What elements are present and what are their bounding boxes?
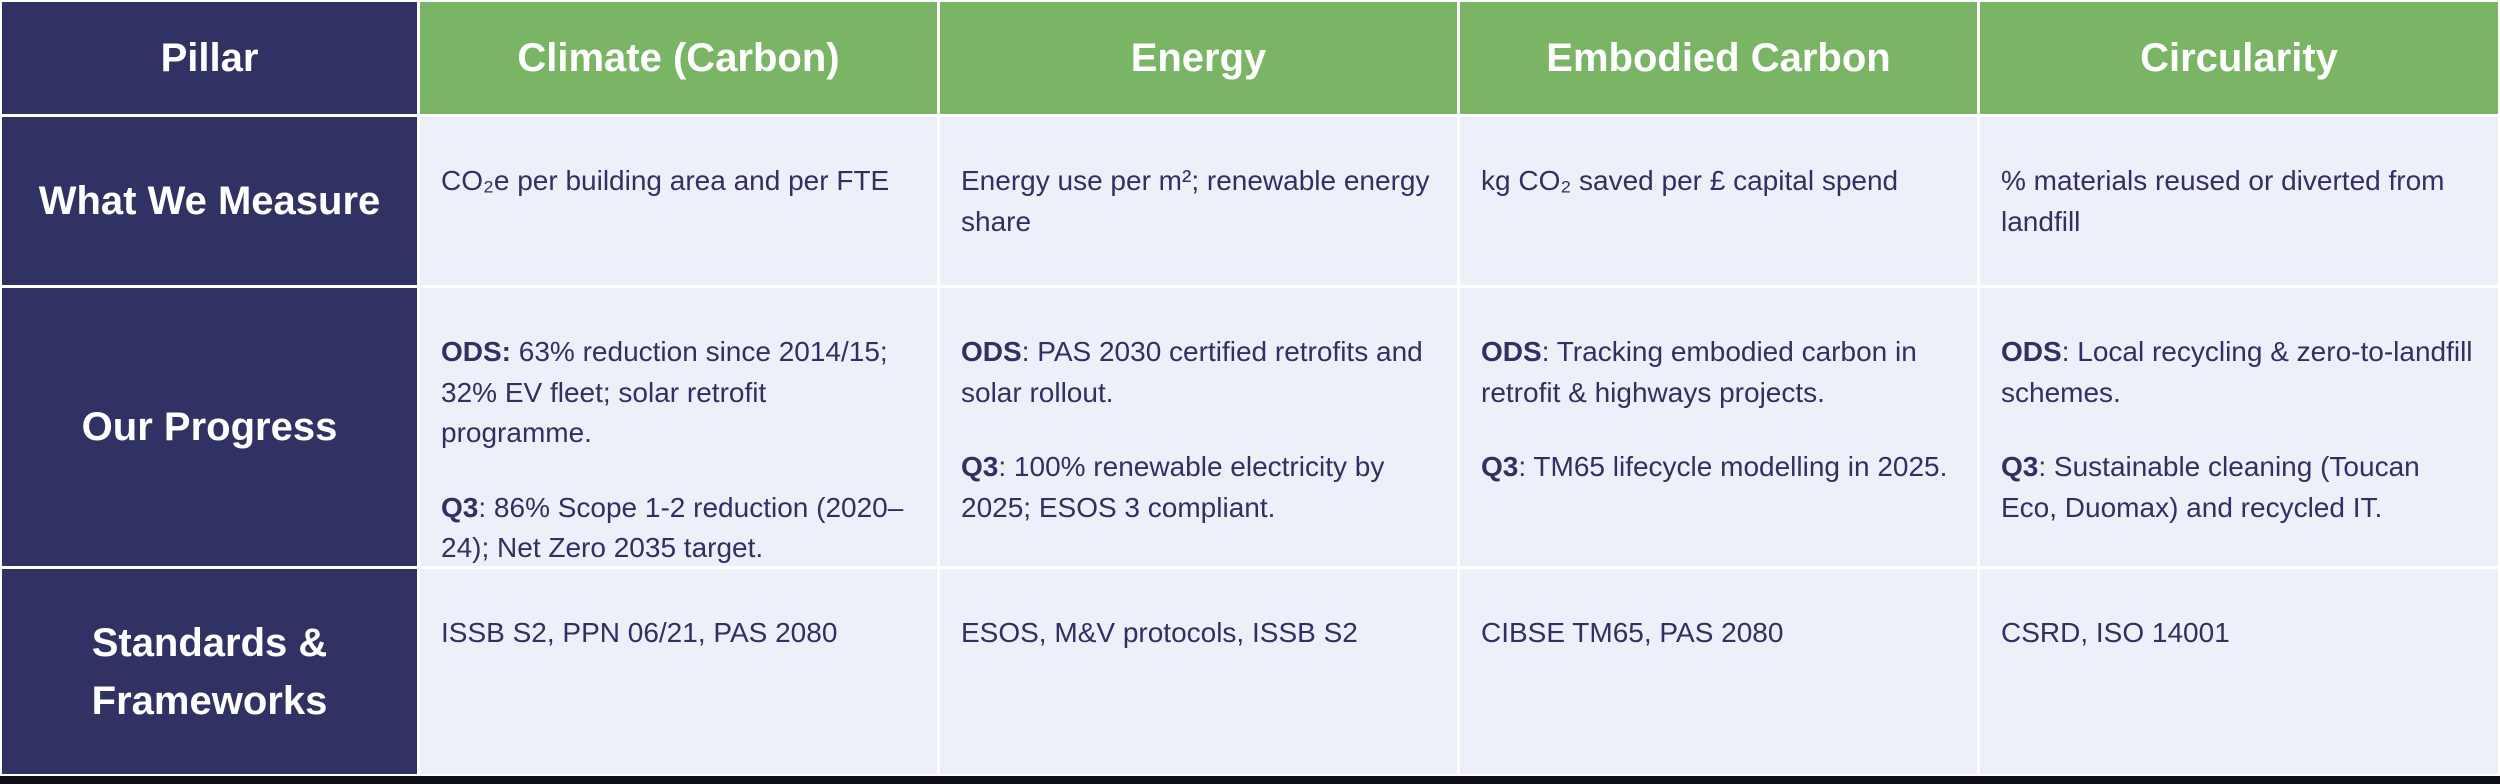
progress-ods-label: ODS — [1481, 336, 1542, 367]
column-header-label: Circularity — [2140, 35, 2338, 80]
standards-text: ESOS, M&V protocols, ISSB S2 — [961, 617, 1358, 648]
column-header-energy: Energy — [940, 2, 1457, 114]
standards-cell-climate: ISSB S2, PPN 06/21, PAS 2080 — [420, 569, 937, 774]
progress-ods-text: : Tracking embodied carbon in retrofit &… — [1481, 336, 1917, 408]
table-bottom-border — [0, 776, 2500, 784]
row-header-label: Standards & Frameworks — [91, 620, 328, 723]
column-header-embodied-carbon: Embodied Carbon — [1460, 2, 1977, 114]
progress-ods-label: ODS — [2001, 336, 2062, 367]
progress-ods-label: ODS: — [441, 336, 511, 367]
progress-q3: Q3: TM65 lifecycle modelling in 2025. — [1481, 447, 1953, 488]
progress-q3-label: Q3 — [961, 451, 999, 483]
progress-cell-energy: ODS: PAS 2030 certified retrofits and so… — [940, 288, 1457, 566]
progress-q3: Q3: 100% renewable electricity by 2025; … — [961, 447, 1433, 528]
standards-text: ISSB S2, PPN 06/21, PAS 2080 — [441, 617, 838, 648]
progress-ods: ODS: Tracking embodied carbon in retrofi… — [1481, 332, 1953, 413]
table-bottom-separator — [0, 774, 2500, 776]
standards-cell-circularity: CSRD, ISO 14001 — [1980, 569, 2498, 774]
standards-cell-embodied-carbon: CIBSE TM65, PAS 2080 — [1460, 569, 1977, 774]
column-header-label: Climate (Carbon) — [517, 35, 840, 80]
corner-header-pillar: Pillar — [2, 2, 417, 114]
progress-cell-circularity: ODS: Local recycling & zero-to-landfill … — [1980, 288, 2498, 566]
row-header-our-progress: Our Progress — [2, 288, 417, 566]
progress-q3-label: Q3 — [2001, 451, 2039, 483]
measure-text: kg CO₂ saved per £ capital spend — [1481, 165, 1899, 196]
column-header-climate: Climate (Carbon) — [420, 2, 937, 114]
progress-ods-label: ODS — [961, 336, 1022, 367]
column-header-circularity: Circularity — [1980, 2, 2498, 114]
progress-q3-text: : Sustainable cleaning (Toucan Eco, Duom… — [2001, 451, 2420, 523]
measure-cell-circularity: % materials reused or diverted from land… — [1980, 117, 2498, 285]
standards-cell-energy: ESOS, M&V protocols, ISSB S2 — [940, 569, 1457, 774]
measure-text: Energy use per m²; renewable energy shar… — [961, 165, 1430, 237]
measure-text: % materials reused or diverted from land… — [2001, 165, 2445, 237]
progress-ods: ODS: 63% reduction since 2014/15; 32% EV… — [441, 332, 913, 454]
progress-q3-text: : TM65 lifecycle modelling in 2025. — [1518, 451, 1948, 483]
row-header-standards-frameworks: Standards & Frameworks — [2, 569, 417, 774]
progress-q3-text: : 100% renewable electricity by 2025; ES… — [961, 451, 1385, 523]
progress-ods-text: 63% reduction since 2014/15; 32% EV flee… — [441, 336, 888, 449]
progress-ods: ODS: Local recycling & zero-to-landfill … — [2001, 332, 2474, 413]
progress-ods-text: : PAS 2030 certified retrofits and solar… — [961, 336, 1423, 408]
progress-q3-label: Q3 — [441, 491, 479, 523]
row-header-label: What We Measure — [38, 179, 381, 223]
measure-cell-energy: Energy use per m²; renewable energy shar… — [940, 117, 1457, 285]
row-header-label: Our Progress — [81, 405, 338, 449]
progress-q3: Q3: Sustainable cleaning (Toucan Eco, Du… — [2001, 447, 2474, 528]
column-header-label: Embodied Carbon — [1546, 35, 1891, 80]
progress-ods-text: : Local recycling & zero-to-landfill sch… — [2001, 336, 2473, 408]
progress-cell-climate: ODS: 63% reduction since 2014/15; 32% EV… — [420, 288, 937, 566]
standards-text: CSRD, ISO 14001 — [2001, 617, 2230, 648]
measure-text: CO₂e per building area and per FTE — [441, 165, 890, 196]
measure-cell-climate: CO₂e per building area and per FTE — [420, 117, 937, 285]
measure-cell-embodied-carbon: kg CO₂ saved per £ capital spend — [1460, 117, 1977, 285]
row-header-what-we-measure: What We Measure — [2, 117, 417, 285]
corner-header-label: Pillar — [160, 36, 259, 80]
progress-q3-text: : 86% Scope 1-2 reduction (2020–24); Net… — [441, 491, 904, 564]
progress-q3-label: Q3 — [1481, 451, 1519, 483]
progress-q3: Q3: 86% Scope 1-2 reduction (2020–24); N… — [441, 488, 913, 569]
progress-ods: ODS: PAS 2030 certified retrofits and so… — [961, 332, 1433, 413]
progress-cell-embodied-carbon: ODS: Tracking embodied carbon in retrofi… — [1460, 288, 1977, 566]
column-header-label: Energy — [1130, 35, 1267, 80]
standards-text: CIBSE TM65, PAS 2080 — [1481, 617, 1784, 648]
